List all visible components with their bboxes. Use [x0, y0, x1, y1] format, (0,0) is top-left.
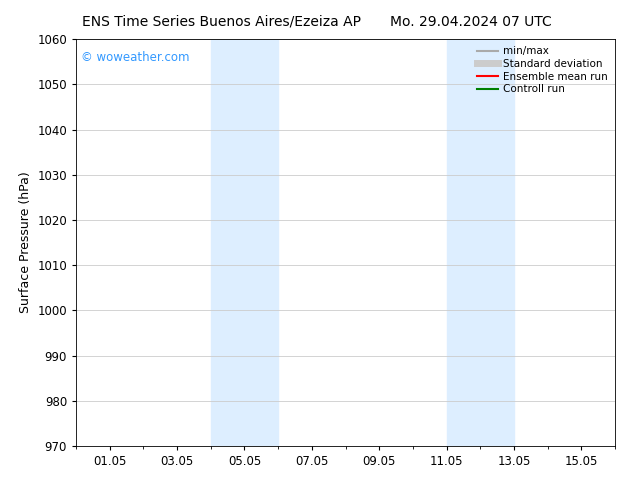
- Text: © woweather.com: © woweather.com: [81, 51, 190, 64]
- Text: ENS Time Series Buenos Aires/Ezeiza AP: ENS Time Series Buenos Aires/Ezeiza AP: [82, 15, 361, 29]
- Y-axis label: Surface Pressure (hPa): Surface Pressure (hPa): [19, 172, 32, 314]
- Text: Mo. 29.04.2024 07 UTC: Mo. 29.04.2024 07 UTC: [390, 15, 552, 29]
- Bar: [210, 39, 278, 446]
- Legend: min/max, Standard deviation, Ensemble mean run, Controll run: min/max, Standard deviation, Ensemble me…: [475, 45, 610, 97]
- Bar: [446, 39, 514, 446]
